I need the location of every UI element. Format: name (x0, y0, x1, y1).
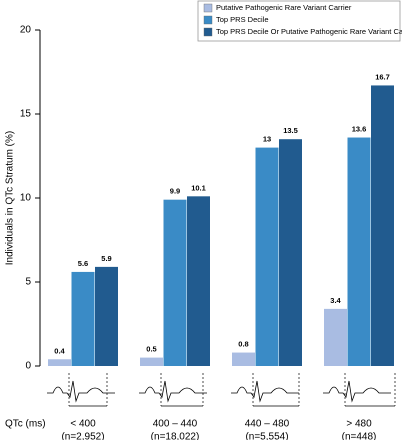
ecg-trace (139, 380, 207, 403)
value-label: 0.8 (238, 340, 248, 349)
x-axis-label: QTc (ms) (5, 419, 46, 430)
legend-label: Top PRS Decile Or Putative Pathogenic Ra… (216, 27, 402, 36)
ecg-trace (231, 380, 299, 403)
y-tick-label: 0 (25, 361, 31, 372)
x-tick-note: (n=2,952) (61, 432, 104, 440)
value-label: 13 (263, 135, 271, 144)
bar (347, 137, 371, 366)
value-label: 3.4 (330, 296, 341, 305)
value-label: 9.9 (170, 187, 180, 196)
legend-box (197, 0, 401, 42)
value-label: 13.5 (283, 126, 298, 135)
x-tick-note: (n=448) (342, 432, 377, 440)
bar (71, 271, 95, 366)
legend-swatch (203, 27, 213, 37)
value-label: 16.7 (375, 72, 390, 81)
value-label: 13.6 (352, 125, 367, 134)
y-tick-label: 20 (20, 25, 32, 36)
ecg-trace (47, 380, 115, 403)
bar (48, 359, 71, 366)
legend-label: Putative Pathogenic Rare Variant Carrier (216, 3, 352, 12)
bar (163, 199, 187, 366)
x-tick-label: > 480 (346, 419, 372, 430)
value-label: 10.1 (191, 183, 206, 192)
bar (95, 266, 118, 366)
x-tick-label: 440 – 480 (245, 419, 290, 430)
bar (279, 139, 302, 366)
value-label: 5.9 (101, 254, 111, 263)
y-tick-label: 5 (25, 277, 31, 288)
bar (232, 352, 255, 366)
legend-swatch (203, 15, 213, 25)
legend-label: Top PRS Decile (216, 15, 269, 24)
legend-swatch (203, 3, 213, 13)
x-tick-label: 400 – 440 (153, 419, 198, 430)
x-tick-note: (n=18,022) (151, 432, 200, 440)
y-tick-label: 10 (20, 193, 32, 204)
x-tick-label: < 400 (70, 419, 96, 430)
value-label: 0.5 (146, 345, 156, 354)
y-tick-label: 15 (20, 109, 32, 120)
bar (371, 85, 394, 366)
bar (187, 196, 210, 366)
x-tick-note: (n=5,554) (245, 432, 288, 440)
bar (324, 308, 347, 366)
bar (140, 357, 163, 366)
y-axis-label: Individuals in QTc Stratum (%) (5, 131, 16, 266)
ecg-trace (323, 380, 391, 403)
value-label: 5.6 (78, 259, 88, 268)
bar (255, 147, 279, 366)
value-label: 0.4 (54, 346, 65, 355)
